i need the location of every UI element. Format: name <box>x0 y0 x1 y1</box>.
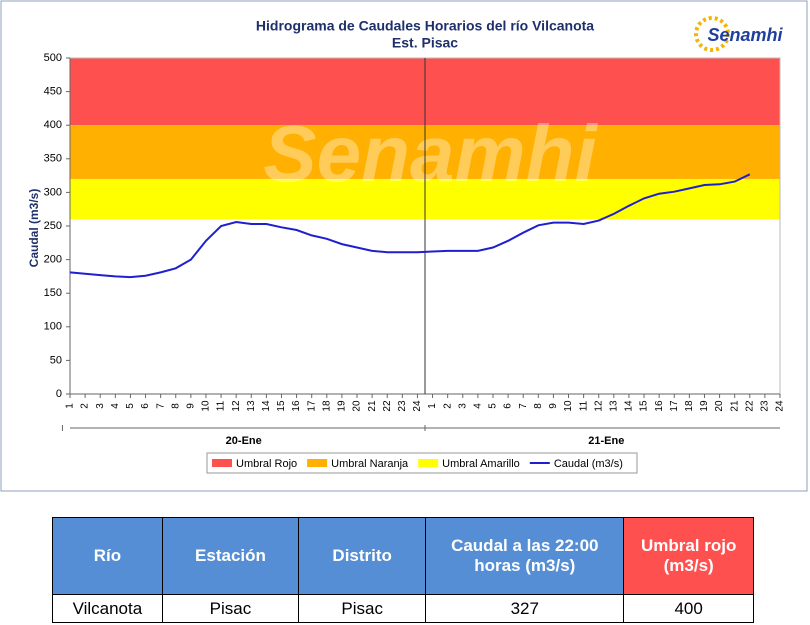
x-tick-label: 7 <box>518 403 529 409</box>
x-tick-label: 1 <box>65 403 76 409</box>
table-cell: Pisac <box>161 594 300 623</box>
y-tick-label: 250 <box>44 220 62 232</box>
logo: Senamhi <box>707 25 783 45</box>
x-tick-label: 21 <box>729 400 740 412</box>
x-tick-label: 10 <box>201 400 212 412</box>
x-tick-label: 24 <box>775 400 786 412</box>
x-tick-label: 21 <box>367 400 378 412</box>
x-tick-label: 6 <box>140 403 151 409</box>
x-tick-label: 24 <box>412 400 423 412</box>
x-tick-label: 18 <box>321 400 332 412</box>
x-tick-label: 17 <box>669 400 680 412</box>
x-tick-label: 14 <box>261 400 272 412</box>
x-tick-label: 1 <box>427 403 438 409</box>
chart: Hidrograma de Caudales Horarios del río … <box>0 0 808 492</box>
y-tick-label: 400 <box>44 119 62 131</box>
table-header-cell: Caudal a las 22:00 horas (m3/s) <box>425 517 625 595</box>
table-cell: 327 <box>425 594 625 623</box>
x-tick-label: 3 <box>457 403 468 409</box>
x-tick-label: 10 <box>563 400 574 412</box>
x-tick-label: 20 <box>714 400 725 412</box>
table-cell: Pisac <box>298 594 427 623</box>
x-tick-label: 14 <box>624 400 635 412</box>
group-label: 21-Ene <box>588 435 624 447</box>
x-tick-label: 11 <box>578 400 589 411</box>
table-header-cell: Estación <box>161 517 300 595</box>
y-tick-label: 50 <box>50 354 62 366</box>
table-header-cell: Río <box>52 517 163 595</box>
y-tick-label: 0 <box>56 388 62 400</box>
table-row: Vilcanota Pisac Pisac 327 400 <box>52 594 754 623</box>
logo-sun <box>694 16 730 52</box>
x-tick-label: 22 <box>382 400 393 412</box>
y-tick-label: 350 <box>44 153 62 165</box>
group-label: 20-Ene <box>226 435 262 447</box>
legend-swatch <box>307 459 328 467</box>
x-tick-label: 20 <box>352 400 363 412</box>
x-tick-label: 5 <box>488 403 499 409</box>
x-tick-label: 8 <box>533 403 544 409</box>
x-tick-label: 12 <box>231 400 242 412</box>
x-tick-label: 4 <box>473 403 484 409</box>
x-tick-label: 13 <box>246 400 257 412</box>
chart-subtitle: Est. Pisac <box>392 35 458 51</box>
x-tick-label: 3 <box>95 403 106 409</box>
table-cell: Vilcanota <box>52 594 163 623</box>
x-tick-label: 6 <box>503 403 514 409</box>
chart-title: Hidrograma de Caudales Horarios del río … <box>256 18 594 34</box>
x-tick-label: 18 <box>684 400 695 412</box>
legend-label: Umbral Naranja <box>331 458 409 470</box>
watermark: Senamhi <box>263 109 598 198</box>
legend-label: Caudal (m3/s) <box>554 458 623 470</box>
x-tick-label: 22 <box>744 400 755 412</box>
x-tick-label: 5 <box>125 403 136 409</box>
table-cell: 400 <box>623 594 754 623</box>
y-tick-label: 300 <box>44 186 62 198</box>
x-tick-label: 9 <box>548 403 559 409</box>
x-tick-label: 7 <box>155 403 166 409</box>
table-header-cell: Distrito <box>298 517 427 595</box>
x-tick-label: 15 <box>639 400 650 412</box>
legend-label: Umbral Amarillo <box>442 458 520 470</box>
y-tick-label: 200 <box>44 254 62 266</box>
line <box>69 173 751 279</box>
x-tick-label: 16 <box>291 400 302 412</box>
x-tick-label: 13 <box>608 400 619 412</box>
y-tick-label: 500 <box>44 52 62 64</box>
x-tick-label: 8 <box>170 403 181 409</box>
y-axis-label: Caudal (m3/s) <box>27 189 41 268</box>
y-tick-label: 100 <box>44 321 62 333</box>
x-tick-label: 12 <box>593 400 604 412</box>
y-tick-label: 450 <box>44 86 62 98</box>
table-header: Río Estación Distrito Caudal a las 22:00 ho… <box>52 517 754 595</box>
x-tick-label: 2 <box>442 403 453 409</box>
x-tick-label: 23 <box>397 400 408 412</box>
x-tick-label: 9 <box>185 403 196 409</box>
x-tick-label: 23 <box>760 400 771 412</box>
legend-label: Umbral Rojo <box>236 458 297 470</box>
x-tick-label: 19 <box>699 400 710 412</box>
x-tick-label: 2 <box>80 403 91 409</box>
x-tick-label: 19 <box>337 400 348 412</box>
legend-swatch <box>212 459 232 467</box>
table-header-cell: Umbral rojo (m3/s) <box>623 517 754 595</box>
x-tick-label: 16 <box>654 400 665 412</box>
x-tick-label: 4 <box>110 403 121 409</box>
legend-swatch <box>418 459 439 467</box>
x-tick-label: 11 <box>216 400 227 411</box>
x-tick-label: 15 <box>276 400 287 412</box>
y-tick-label: 150 <box>44 287 62 299</box>
info-table: Río Estación Distrito Caudal a las 22:00 ho… <box>52 517 754 623</box>
x-tick-label: 17 <box>306 400 317 412</box>
